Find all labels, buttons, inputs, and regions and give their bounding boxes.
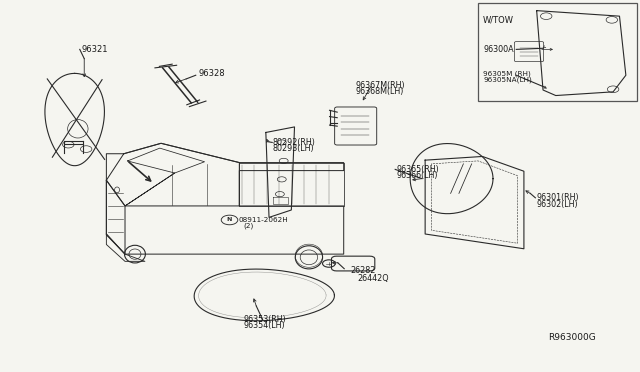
Text: R963000G: R963000G <box>548 333 596 342</box>
Text: 80293(LH): 80293(LH) <box>272 144 314 153</box>
Text: 96305M (RH): 96305M (RH) <box>483 70 531 77</box>
Text: 96365(RH): 96365(RH) <box>396 165 439 174</box>
Text: 96353(RH): 96353(RH) <box>244 315 286 324</box>
Text: (2): (2) <box>244 223 254 230</box>
Text: 08911-2062H: 08911-2062H <box>239 217 288 223</box>
Text: 26282: 26282 <box>351 266 376 275</box>
Text: 80292(RH): 80292(RH) <box>272 138 315 147</box>
Text: 96300A: 96300A <box>483 45 514 54</box>
Text: 96354(LH): 96354(LH) <box>244 321 285 330</box>
Text: 96367M(RH): 96367M(RH) <box>355 81 404 90</box>
Text: 26442Q: 26442Q <box>357 274 388 283</box>
Text: 96302(LH): 96302(LH) <box>537 200 579 209</box>
Text: 96328: 96328 <box>199 69 225 78</box>
Text: 96368M(LH): 96368M(LH) <box>355 87 403 96</box>
Text: 96305NA(LH): 96305NA(LH) <box>483 76 532 83</box>
Text: 96366(LH): 96366(LH) <box>396 171 438 180</box>
Text: N: N <box>227 218 232 222</box>
Text: W/TOW: W/TOW <box>483 15 514 24</box>
Text: 96301(RH): 96301(RH) <box>537 193 579 202</box>
Text: 96321: 96321 <box>81 45 108 54</box>
Bar <box>478 3 637 101</box>
